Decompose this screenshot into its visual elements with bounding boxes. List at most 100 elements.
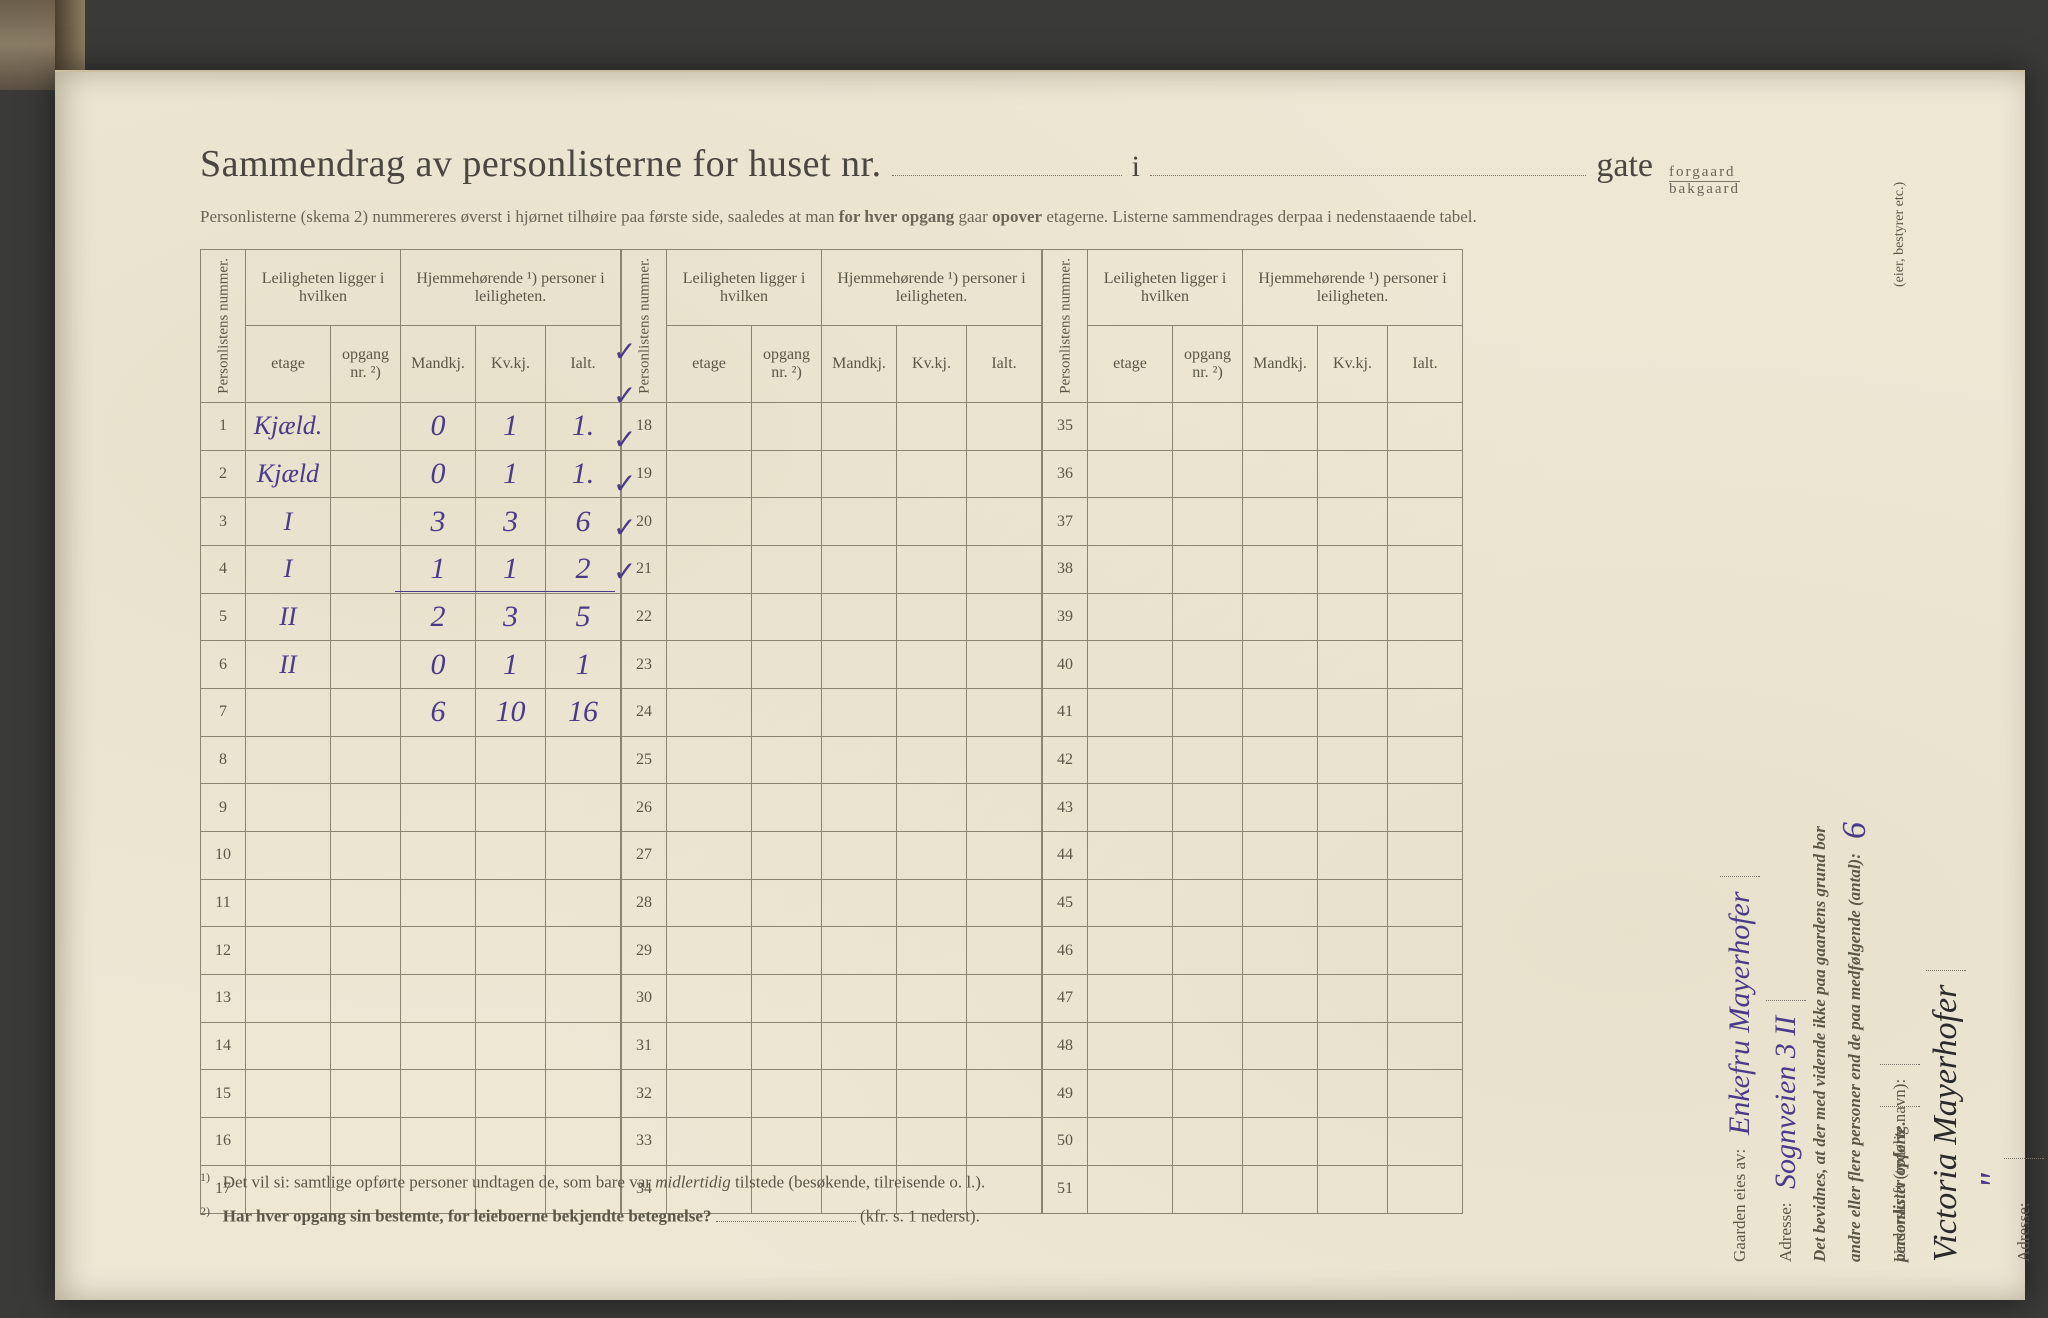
cell-kvkj: 1 [476,450,546,498]
th-ialt: Ialt. [1388,326,1463,402]
cell-etage: Kjæld [246,450,331,498]
cell-kvkj [1318,450,1388,498]
footnote-1: 1) Det vil si: samtlige opførte personer… [200,1165,1740,1200]
cell-num: 41 [1043,688,1088,736]
table-row: 51 [1043,1165,1463,1213]
subtitle: Personlisterne (skema 2) nummereres øver… [200,204,1740,230]
street-blank [1150,148,1586,176]
bevidnes-line1: Det bevidnes, at der med vidende ikke pa… [1810,182,1830,1262]
cell-kvkj [476,975,546,1023]
th-kvkj: Kv.kj. [897,326,967,402]
table-row: 29 [622,927,1042,975]
th-opgang: opgang nr. ²) [331,326,401,402]
census-table: Personlistens nummer. Leiligheten ligger… [1042,249,1463,1214]
cell-ialt [967,498,1042,546]
cell-ialt: 16 [546,688,621,736]
cell-ialt [967,975,1042,1023]
table-row: 44 [1043,832,1463,880]
bevidnes-line2: andre eller flere personer end de paa me… [1836,182,1874,1262]
cell-kvkj [1318,641,1388,689]
cell-num: 25 [622,736,667,784]
cell-kvkj [1318,545,1388,593]
cell-kvkj [1318,879,1388,927]
table-row: 18 [622,402,1042,450]
cell-ialt: 1. [546,450,621,498]
cell-etage [1088,879,1173,927]
table-row: 31 [622,1022,1042,1070]
cell-mandkj: 2 [401,593,476,641]
cell-mandkj [1243,736,1318,784]
underskrift-label: Underskrift (tydelig navn): [1890,1079,1910,1262]
table-row: 8 [201,736,621,784]
cell-etage [246,688,331,736]
cell-ialt [1388,1165,1463,1213]
cell-opgang [331,450,401,498]
table-row: 37 [1043,498,1463,546]
cell-ialt [967,832,1042,880]
cell-opgang [752,593,822,641]
th-etage: etage [246,326,331,402]
cell-opgang [1173,498,1243,546]
cell-num: 36 [1043,450,1088,498]
table-row: 10 [201,832,621,880]
bevidnes2-text: andre eller flere personer end de paa me… [1845,853,1864,1262]
th-etage: etage [1088,326,1173,402]
adresse2-line: Adresse: " [1972,182,2048,1262]
census-table: Personlistens nummer. Leiligheten ligger… [200,249,621,1214]
table-row: 45 [1043,879,1463,927]
table-row: 47 [1043,975,1463,1023]
cell-ialt [546,1022,621,1070]
table-row: 38 [1043,545,1463,593]
cell-kvkj [897,593,967,641]
cell-etage [246,832,331,880]
cell-opgang [1173,736,1243,784]
cell-kvkj: 3 [476,593,546,641]
side-bevidnes-group: Det bevidnes, at der med vidende ikke pa… [1810,182,1868,1262]
cell-opgang [1173,975,1243,1023]
cell-etage [667,593,752,641]
cell-num: 45 [1043,879,1088,927]
cell-kvkj [476,832,546,880]
cell-num: 13 [201,975,246,1023]
signature-fill [1926,182,1966,971]
census-table: Personlistens nummer. Leiligheten ligger… [621,249,1042,1214]
th-opgang: opgang nr. ²) [752,326,822,402]
cell-opgang [331,688,401,736]
fn1-tail: tilstede (besøkende, tilreisende o. l.). [731,1172,985,1191]
underskrift-fill [1880,301,1920,1065]
cell-etage [1088,593,1173,641]
th-ialt: Ialt. [546,326,621,402]
th-personlistens: Personlistens nummer. [1043,250,1088,403]
cell-etage [1088,832,1173,880]
table-row: 4 I 1 1 2 [201,545,621,593]
cell-opgang [752,688,822,736]
cell-kvkj [476,1118,546,1166]
cell-opgang [331,1070,401,1118]
side-adresse1-line: Adresse: Sognveien 3 II [1766,182,1806,1262]
cell-opgang [752,545,822,593]
cell-kvkj [476,784,546,832]
cell-mandkj [822,879,897,927]
cell-mandkj: 3 [401,498,476,546]
cell-mandkj [401,736,476,784]
fn1-italic: midlertidig [655,1172,731,1191]
cell-num: 27 [622,832,667,880]
cell-etage [1088,688,1173,736]
cell-mandkj [1243,402,1318,450]
cell-mandkj [822,545,897,593]
cell-kvkj [897,1070,967,1118]
cell-etage [667,450,752,498]
cell-num: 2 [201,450,246,498]
cell-kvkj: 1 [476,402,546,450]
cell-opgang [331,879,401,927]
cell-opgang [1173,1022,1243,1070]
cell-mandkj [1243,832,1318,880]
cell-kvkj [1318,784,1388,832]
cell-kvkj [476,927,546,975]
cell-num: 30 [622,975,667,1023]
adresse1-handwriting: Sognveien 3 II [1769,1015,1803,1188]
th-mandkj: Mandkj. [1243,326,1318,402]
cell-opgang [1173,402,1243,450]
cell-kvkj [1318,498,1388,546]
cell-ialt [967,402,1042,450]
